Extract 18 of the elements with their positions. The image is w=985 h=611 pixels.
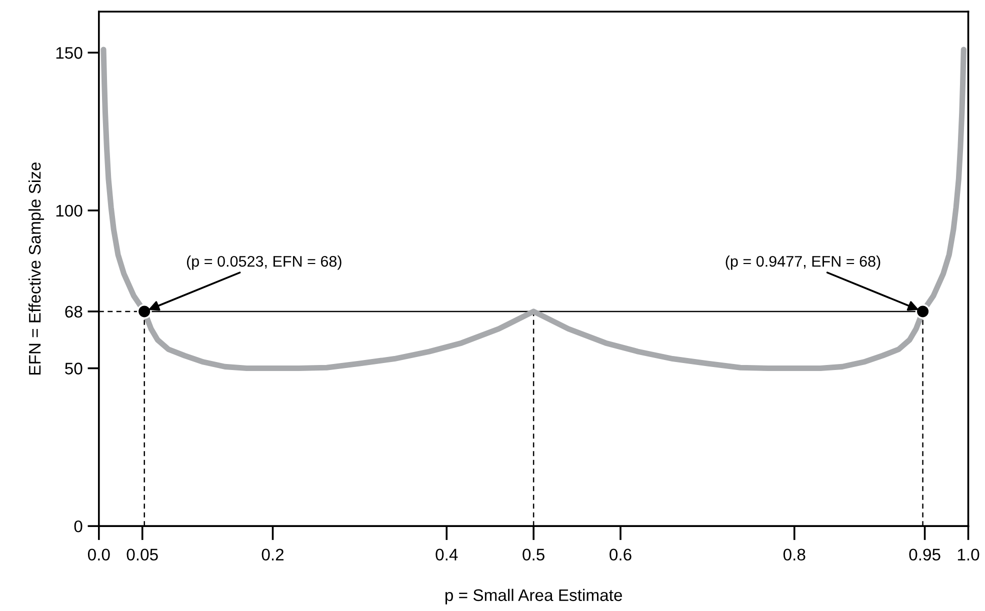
x-tick-label: 1.0	[958, 548, 980, 561]
x-tick-label: 0.95	[909, 548, 940, 561]
y-axis-title: EFN = Effective Sample Size	[28, 162, 44, 375]
y-tick-label: 150	[56, 47, 82, 59]
x-tick-label: 0.0	[88, 548, 110, 561]
y-tick-label: 100	[56, 204, 82, 217]
x-tick-label: 0.05	[126, 548, 158, 561]
x-tick-label: 0.5	[522, 548, 544, 561]
y-tick-label: 0	[74, 520, 82, 532]
x-tick-label: 0.8	[783, 548, 806, 561]
x-tick-label: 0.4	[436, 548, 458, 561]
y-tick-label: 68	[65, 306, 82, 318]
y-tick-label: 50	[65, 362, 82, 374]
x-axis-title: p = Small Area Estimate	[445, 588, 622, 604]
x-tick-label: 0.6	[610, 548, 632, 561]
x-tick-label: 0.2	[262, 548, 284, 561]
annotation: (p = 0.9477, EFN = 68)	[726, 256, 880, 270]
annotation: (p = 0.0523, EFN = 68)	[186, 256, 342, 270]
